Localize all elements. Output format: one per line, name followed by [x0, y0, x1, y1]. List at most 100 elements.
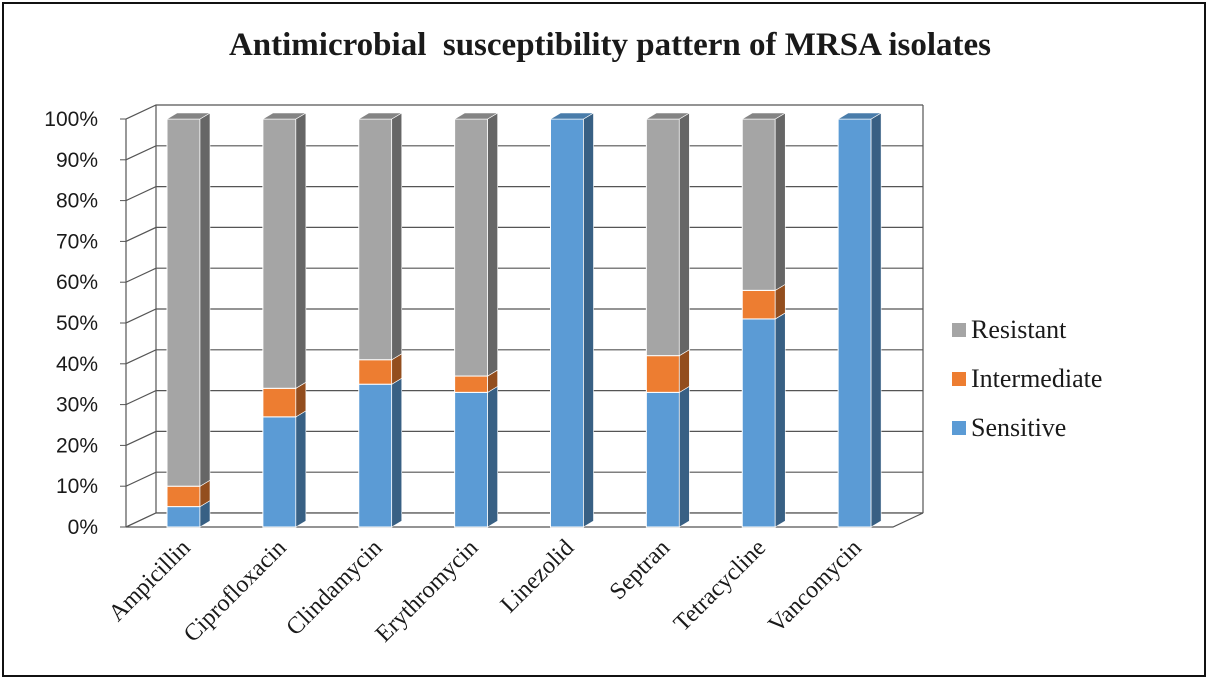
bar-front	[837, 118, 872, 528]
bar-side	[295, 410, 307, 528]
legend-item-resistant: Resistant	[952, 315, 1067, 344]
bar-front	[454, 118, 489, 377]
bar-front	[262, 118, 297, 389]
bar-segment-resistant	[261, 112, 307, 389]
bars-layer	[165, 112, 883, 528]
y-tick-label: 20%	[56, 434, 98, 457]
y-tick-label: 40%	[56, 353, 98, 376]
category-label: Tetracycline	[669, 535, 771, 637]
chart-title: Antimicrobial susceptibility pattern of …	[229, 27, 991, 63]
bar-segment-resistant	[453, 112, 499, 377]
legend-label: Resistant	[971, 315, 1067, 344]
bar-front	[262, 387, 297, 418]
category-labels: AmpicillinCiprofloxacinClindamycinErythr…	[104, 535, 867, 648]
bar-side	[199, 112, 211, 487]
bar-side	[487, 385, 498, 528]
bar-top	[261, 112, 307, 120]
legend-swatch	[952, 323, 966, 337]
bar-top	[837, 112, 883, 120]
bar-side	[679, 349, 690, 393]
gridline	[125, 430, 923, 446]
category-label: Linezolid	[496, 535, 579, 618]
bar-front	[454, 375, 489, 393]
legend-swatch	[952, 421, 966, 435]
legend-label: Sensitive	[971, 413, 1066, 442]
gridline	[125, 104, 923, 120]
category-label: Ampicillin	[104, 535, 196, 627]
y-tick-label: 60%	[56, 271, 98, 294]
bar-side	[679, 385, 690, 528]
bar-front	[262, 416, 297, 528]
bar-segment-sensitive	[453, 385, 499, 528]
bar-segment-resistant	[357, 112, 403, 361]
bar-side	[295, 112, 307, 389]
y-tick-label: 0%	[68, 516, 98, 539]
gridline	[125, 349, 923, 365]
bar-front	[454, 391, 489, 528]
gridline	[125, 226, 923, 242]
axis-layer: 0% 10% 20% 30% 40% 50% 60% 70% 80% 90% 100%	[44, 105, 924, 539]
bar-front	[166, 506, 201, 528]
bar-segment-sensitive	[645, 385, 691, 528]
bar-front	[645, 118, 680, 357]
gridline	[125, 186, 923, 202]
bar-side	[774, 112, 786, 291]
y-tick-label: 50%	[56, 312, 98, 335]
bar-side	[679, 112, 690, 357]
gridline	[125, 145, 923, 161]
bar-segment-resistant	[645, 112, 691, 357]
category-label: Erythromycin	[371, 535, 484, 648]
bar-top	[357, 112, 403, 120]
bar-front	[741, 289, 776, 320]
bar-side	[391, 112, 403, 361]
bar-top	[165, 112, 212, 120]
y-tick-label: 90%	[56, 149, 98, 172]
bar-segment-sensitive	[261, 410, 307, 528]
bar-front	[166, 118, 201, 487]
bar-front	[166, 485, 201, 508]
y-tick-label: 100%	[44, 108, 98, 131]
bar-side	[487, 112, 498, 377]
bar-side	[583, 112, 594, 528]
bar-front	[741, 318, 776, 528]
y-tick-label: 10%	[56, 475, 98, 498]
category-label: Clindamycin	[281, 535, 387, 641]
gridline	[125, 390, 923, 406]
bar-segment-sensitive	[837, 112, 883, 528]
bar-front	[741, 118, 776, 291]
bar-top	[453, 112, 499, 120]
gridline	[125, 267, 923, 283]
bar-front	[550, 118, 584, 528]
y-tick-label: 30%	[56, 394, 98, 417]
y-tick-label: 80%	[56, 190, 98, 213]
legend-swatch	[952, 372, 966, 386]
bar-front	[358, 118, 393, 361]
bar-front	[358, 359, 393, 385]
legend: Resistant Intermediate Sensitive	[952, 315, 1102, 442]
legend-item-sensitive: Sensitive	[952, 413, 1066, 442]
bar-segment-resistant	[165, 112, 212, 487]
legend-item-intermediate: Intermediate	[952, 364, 1102, 393]
bar-side	[391, 377, 403, 528]
bar-top	[549, 112, 595, 120]
y-tick-label: 70%	[56, 230, 98, 253]
gridline	[125, 471, 923, 487]
bar-side	[870, 112, 882, 528]
category-label: Septran	[605, 535, 675, 605]
grid-layer	[125, 104, 923, 528]
gridline	[125, 308, 923, 324]
category-label: Vancomycin	[764, 535, 867, 638]
bar-front	[645, 355, 680, 393]
legend-label: Intermediate	[971, 364, 1102, 393]
category-label: Ciprofloxacin	[179, 535, 292, 648]
bar-front	[645, 391, 680, 528]
bar-segment-sensitive	[549, 112, 595, 528]
bar-top	[645, 112, 691, 120]
chart-floor	[125, 512, 924, 528]
bar-segment-resistant	[741, 112, 787, 291]
bar-front	[358, 383, 393, 528]
bar-side	[774, 312, 786, 528]
bar-segment-sensitive	[357, 377, 403, 528]
bar-top	[741, 112, 787, 120]
